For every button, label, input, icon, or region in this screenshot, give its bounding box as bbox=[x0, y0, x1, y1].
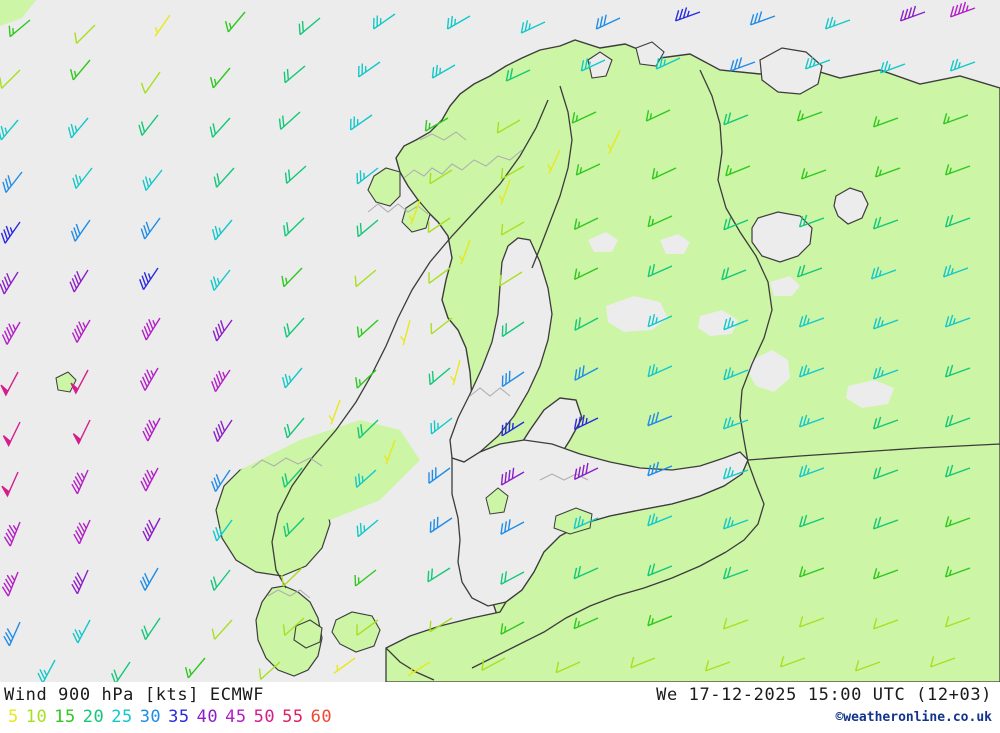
sea-inland-lake-e bbox=[846, 380, 894, 408]
legend-value-30: 30 bbox=[139, 707, 162, 727]
legend-value-35: 35 bbox=[168, 707, 190, 727]
land-gotland bbox=[485, 487, 509, 515]
coast-detail-norway-south bbox=[251, 457, 323, 469]
legend-value-45: 45 bbox=[225, 707, 247, 727]
legend-value-25: 25 bbox=[111, 707, 133, 727]
map-geography-layer bbox=[0, 0, 1000, 682]
land-continental-south bbox=[385, 443, 1000, 682]
sea-lake-onega bbox=[833, 187, 869, 225]
sea-inland-lake-b bbox=[748, 350, 790, 392]
map-footer: Wind 900 hPa [kts] ECMWF We 17-12-2025 1… bbox=[0, 682, 1000, 733]
sea-inland-lake-f bbox=[588, 232, 618, 252]
sea-inland-lake-g bbox=[660, 234, 690, 254]
valid-datetime: We 17-12-2025 15:00 UTC (12+03) bbox=[656, 685, 992, 705]
legend-value-40: 40 bbox=[196, 707, 219, 727]
border-finland-russia bbox=[699, 69, 773, 441]
border-estonia-russia bbox=[725, 439, 765, 553]
legend-value-10: 10 bbox=[25, 707, 48, 727]
coast-detail-lofoten bbox=[419, 131, 467, 141]
land-norway-south-join bbox=[240, 420, 420, 520]
sea-lake-ladoga bbox=[751, 211, 813, 263]
copyright-watermark: ©weatheronline.co.uk bbox=[835, 710, 992, 725]
border-sweden-finland bbox=[531, 85, 573, 269]
map-title: Wind 900 hPa [kts] ECMWF bbox=[4, 685, 265, 705]
border-norway-sweden bbox=[271, 99, 549, 589]
wind-map-canvas[interactable] bbox=[0, 0, 1000, 682]
border-baltic-south bbox=[471, 551, 727, 669]
legend-value-15: 15 bbox=[54, 707, 76, 727]
landmass-group bbox=[0, 0, 1000, 682]
legend-value-20: 20 bbox=[82, 707, 105, 727]
legend-value-60: 60 bbox=[310, 707, 333, 727]
wind-speed-legend: 5 10 15 20 25 30 35 40 45 50 55 60 bbox=[8, 707, 339, 727]
sea-inland-lake-a bbox=[770, 276, 800, 296]
legend-value-50: 50 bbox=[253, 707, 276, 727]
legend-value-5: 5 bbox=[8, 707, 19, 727]
national-borders-group bbox=[271, 69, 773, 681]
land-topleft-sliver bbox=[0, 0, 36, 26]
coast-detail-denmark bbox=[267, 589, 311, 599]
coast-detail-norway-north bbox=[403, 149, 523, 179]
coast-detail-sweden-east bbox=[469, 387, 511, 397]
legend-value-55: 55 bbox=[282, 707, 304, 727]
